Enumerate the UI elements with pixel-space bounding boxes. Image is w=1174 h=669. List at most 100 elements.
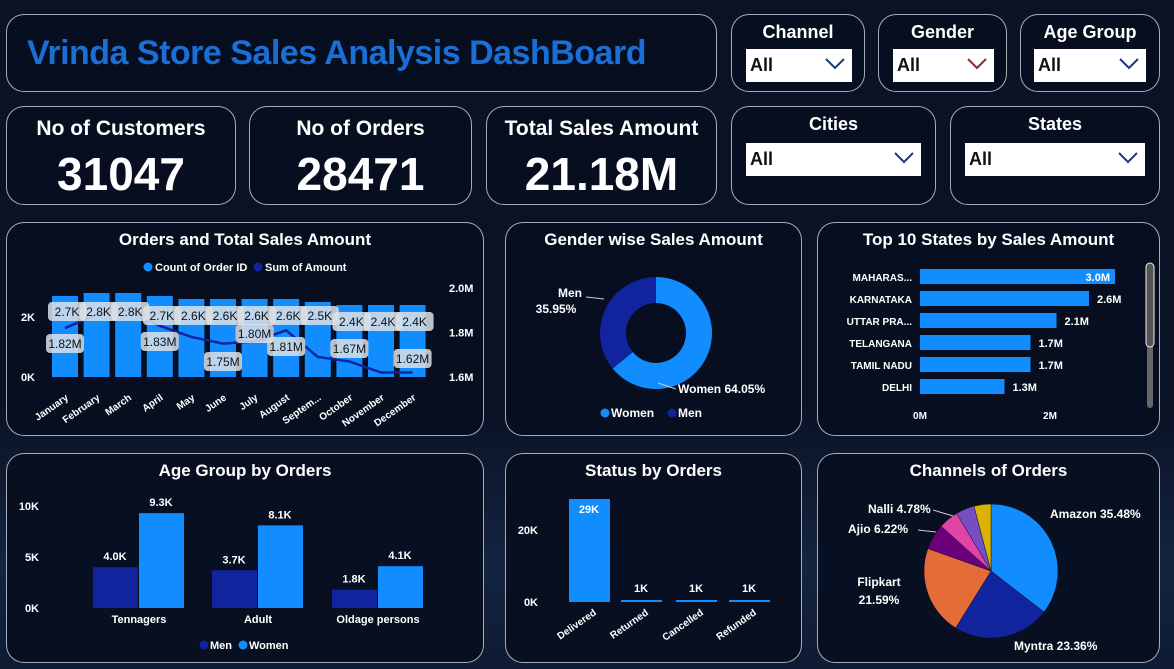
bar-data-label: 2.5K [307, 309, 332, 323]
chart-title: Top 10 States by Sales Amount [862, 230, 1115, 249]
state-value-label: 3.0M [1086, 272, 1110, 284]
state-label: TAMIL NADU [851, 361, 912, 372]
state-value-label: 1.3M [1013, 382, 1037, 394]
bar-data-label: 2.8K [86, 305, 111, 319]
state-value-label: 1.7M [1039, 360, 1063, 372]
state-label: KARNATAKA [850, 295, 912, 306]
state-bar [920, 313, 1057, 328]
bar-data-label: 2.4K [339, 315, 364, 329]
pie-slice [973, 503, 992, 572]
bar-data-label: 2.4K [402, 315, 427, 329]
bar-data-label-bg [48, 302, 86, 321]
gender-value: All [897, 55, 921, 75]
y-axis-tick-left: 2K [21, 312, 35, 324]
line-data-label-bg [267, 337, 306, 356]
bar-data-label: 2.7K [149, 309, 174, 323]
x-axis-label: July [238, 392, 261, 413]
line-data-label-bg [235, 324, 274, 343]
status-chart: Status by Orders 0K 20K 29K Delivered 1K Retur… [505, 453, 802, 663]
x-axis-label: June [203, 392, 229, 415]
chart-canvas: Amazon 35.48% Myntra 23.36% Flipkart 21.59%… [848, 502, 1141, 653]
x-axis-label: April [141, 392, 166, 414]
chevron-down-icon [967, 58, 987, 70]
cities-label: Cities [808, 114, 859, 134]
legend-marker [253, 262, 263, 272]
bar-women [378, 566, 423, 608]
bar-women [139, 513, 184, 608]
legend-item: Women [611, 406, 654, 420]
channel-value: All [750, 55, 774, 75]
donut-slice-men [600, 277, 656, 369]
bar-data-label-bg [174, 306, 213, 325]
legend-marker [143, 262, 153, 272]
state-label: MAHARAS... [853, 273, 913, 284]
chart-title: Status by Orders [585, 461, 722, 480]
leader-line [585, 296, 605, 300]
y-axis-tick: 0K [25, 603, 39, 615]
states-slicer[interactable]: States All [950, 106, 1160, 205]
bar-data-label-bg [395, 312, 434, 331]
age-group-dropdown[interactable]: All [1034, 49, 1146, 82]
legend-item: Men [678, 406, 702, 420]
bar-data-label: 2.8K [118, 305, 143, 319]
bar-data-label-bg [300, 306, 339, 325]
line-data-label-bg [140, 332, 179, 351]
y-axis-tick: 20K [518, 525, 538, 537]
state-label: UTTAR PRA... [847, 317, 913, 328]
donut-slice-women [612, 277, 712, 389]
bar-data-label: 1K [742, 583, 756, 595]
channels-chart: Channels of Orders Amazon 35.48% Myntra 23… [817, 453, 1160, 663]
top-states-chart: Top 10 States by Sales Amount MAHARAS... 3… [817, 222, 1160, 436]
cities-slicer[interactable]: Cities All [731, 106, 936, 205]
line-data-label: 1.83M [143, 335, 176, 349]
bar-data-label: 1K [689, 583, 703, 595]
legend-marker [199, 640, 209, 650]
bar-men [93, 567, 138, 608]
state-value-label: 2.1M [1065, 316, 1089, 328]
bar-data-label: 4.1K [388, 550, 411, 562]
y-axis-tick-left: 0K [21, 372, 35, 384]
kpi-value: 31047 [57, 148, 185, 200]
state-label: TELANGANA [849, 339, 912, 350]
line-data-label: 1.82M [48, 337, 81, 351]
cities-dropdown[interactable]: All [746, 143, 921, 176]
kpi-sales: Total Sales Amount 21.18M [486, 106, 717, 205]
flipkart-label: 21.59% [859, 593, 900, 607]
bar-data-label: 8.1K [268, 509, 291, 521]
gender-dropdown[interactable]: All [893, 49, 994, 82]
y-axis-tick: 5K [25, 552, 39, 564]
bar-data-label: 29K [579, 504, 599, 516]
bar-data-label: 3.7K [222, 554, 245, 566]
bar-data-label: 2.7K [55, 305, 80, 319]
bar-data-label-bg [142, 306, 181, 325]
legend-marker [238, 640, 248, 650]
kpi-orders: No of Orders 28471 [249, 106, 472, 205]
age-group-chart: Age Group by Orders 0K 5K 10K 4.0K 9.3K Tennag… [6, 453, 484, 663]
state-bar [920, 269, 1115, 284]
states-label: States [1027, 114, 1083, 134]
line-data-label: 1.67M [333, 342, 366, 356]
bar-data-label: 2.6K [181, 309, 206, 323]
bar-women [258, 525, 303, 608]
gender-slicer[interactable]: Gender All [878, 14, 1007, 92]
status-bar [621, 600, 662, 602]
kpi-value: 21.18M [524, 148, 679, 200]
x-axis-tick: 0M [913, 411, 927, 422]
chart-title: Gender wise Sales Amount [544, 230, 763, 249]
channel-dropdown[interactable]: All [746, 49, 852, 82]
bar-data-label-bg [269, 306, 308, 325]
state-bar [920, 379, 1005, 394]
nalli-label: Nalli 4.78% [868, 502, 931, 516]
x-axis-label: Tennagers [112, 614, 167, 626]
x-axis-label: May [175, 392, 198, 412]
line-data-label: 1.75M [206, 355, 239, 369]
state-label: DELHI [882, 383, 912, 394]
age-group-slicer[interactable]: Age Group All [1020, 14, 1160, 92]
kpi-label: Total Sales Amount [504, 117, 699, 140]
scrollbar-thumb[interactable] [1145, 262, 1155, 348]
channel-slicer[interactable]: Channel All [731, 14, 865, 92]
states-dropdown[interactable]: All [965, 143, 1145, 176]
myntra-label: Myntra 23.36% [1014, 639, 1098, 653]
bar-data-label-bg [332, 312, 371, 331]
bar-data-label: 2.6K [213, 309, 238, 323]
